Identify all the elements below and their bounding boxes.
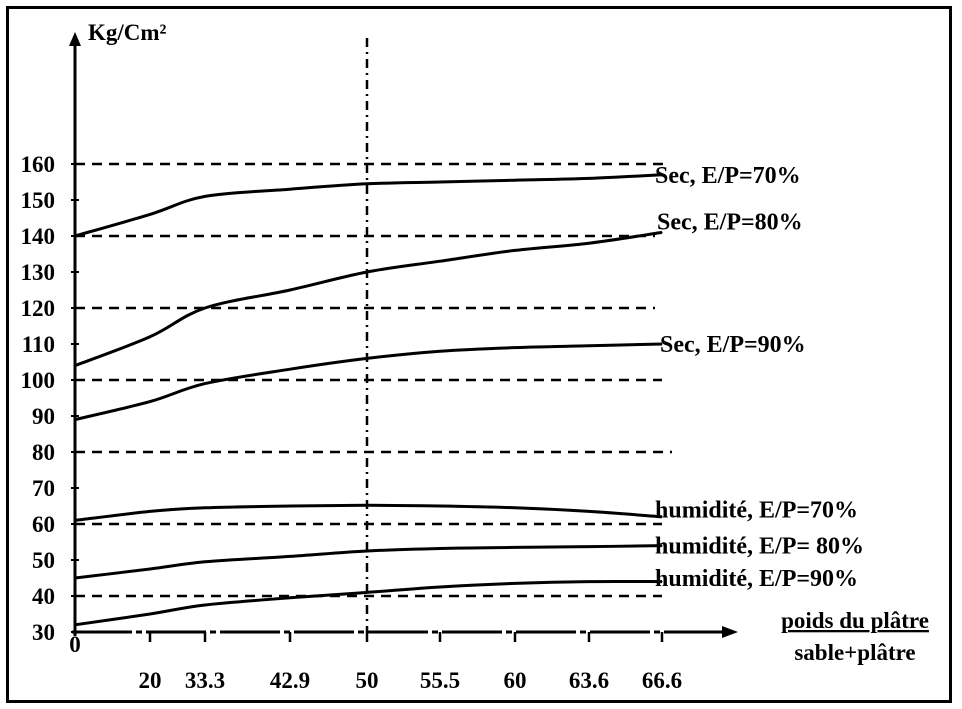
series-line-4 <box>74 544 663 580</box>
data-point-4-5 <box>439 547 441 550</box>
data-point-2-1 <box>149 401 151 403</box>
x-tick-label-4: 50 <box>356 668 379 693</box>
data-point-0-6 <box>514 179 516 181</box>
x-axis-arrow <box>722 626 738 638</box>
y-tick-label-150: 150 <box>21 188 56 213</box>
data-point-0-1 <box>149 213 151 215</box>
data-point-2-5 <box>439 350 441 352</box>
x-tick-label-1: 20 <box>139 668 162 693</box>
data-point-1-4 <box>366 271 368 273</box>
grid-layer <box>75 38 672 632</box>
data-point-4-2 <box>204 561 206 563</box>
y-tick-label-70: 70 <box>32 476 55 501</box>
data-point-1-0 <box>74 365 76 367</box>
data-point-1-7 <box>588 242 590 244</box>
data-point-5-1 <box>149 613 151 615</box>
data-point-0-0 <box>74 235 76 237</box>
x-tick-label-0: 0 <box>69 632 81 657</box>
x-tick-label-7: 63.6 <box>569 668 609 693</box>
data-point-3-3 <box>289 505 291 507</box>
chart-frame <box>6 6 952 703</box>
data-point-4-4 <box>366 550 368 552</box>
data-point-1-5 <box>439 260 441 262</box>
data-point-3-8 <box>661 516 663 518</box>
y-tick-label-120: 120 <box>21 296 56 321</box>
data-point-3-0 <box>74 519 76 522</box>
data-point-5-3 <box>289 597 291 599</box>
series-label-1: Sec, E/P=80% <box>657 210 803 236</box>
data-point-5-2 <box>204 604 206 606</box>
data-point-2-3 <box>289 368 291 370</box>
y-tick-label-130: 130 <box>21 260 56 285</box>
data-point-4-1 <box>149 568 151 570</box>
data-point-3-1 <box>149 510 151 512</box>
y-tick-label-30: 30 <box>32 620 55 645</box>
y-tick-label-100: 100 <box>21 368 56 393</box>
y-tick-label-140: 140 <box>21 224 56 249</box>
data-point-2-7 <box>588 345 590 347</box>
data-point-3-4 <box>366 504 368 506</box>
y-axis-arrow <box>69 32 81 46</box>
x-tick-label-5: 55.5 <box>420 668 460 693</box>
data-point-3-7 <box>588 510 590 512</box>
y-tick-label-110: 110 <box>22 332 55 357</box>
data-point-0-2 <box>204 195 206 197</box>
series-line-5 <box>74 579 663 627</box>
data-point-4-7 <box>588 546 590 548</box>
series-label-5: humidité, E/P=90% <box>655 566 858 592</box>
data-point-0-7 <box>588 177 590 179</box>
data-point-0-8 <box>661 174 663 176</box>
series-layer <box>74 173 663 627</box>
series-label-0: Sec, E/P=70% <box>655 163 801 189</box>
data-point-4-6 <box>514 546 516 549</box>
data-point-5-8 <box>661 581 663 583</box>
data-point-1-1 <box>149 336 151 338</box>
series-line-2 <box>74 342 663 422</box>
data-point-4-0 <box>74 577 76 579</box>
series-line-0 <box>74 173 663 238</box>
text-layer: Kg/Cm² poids du plâtre sable+plâtre 30 40… <box>21 20 929 693</box>
data-point-5-0 <box>74 624 76 626</box>
x-axis-title-denominator: sable+plâtre <box>794 640 915 665</box>
data-point-0-5 <box>439 181 441 183</box>
x-tick-label-6: 60 <box>504 668 527 693</box>
data-point-3-2 <box>204 507 206 509</box>
data-point-5-5 <box>439 586 441 588</box>
x-tick-label-8: 66.6 <box>642 668 682 693</box>
data-point-4-8 <box>661 545 663 547</box>
x-tick-label-3: 42.9 <box>270 668 310 693</box>
series-label-3: humidité, E/P=70% <box>655 498 858 524</box>
data-point-2-6 <box>514 347 516 349</box>
data-point-5-4 <box>366 591 368 594</box>
y-tick-label-50: 50 <box>32 548 55 573</box>
data-point-5-7 <box>588 581 590 583</box>
data-point-5-6 <box>514 582 516 585</box>
axes-layer <box>69 32 738 642</box>
data-point-0-4 <box>366 183 368 185</box>
series-label-4: humidité, E/P= 80% <box>655 534 864 560</box>
data-point-1-6 <box>514 249 516 251</box>
x-tick-label-2: 33.3 <box>185 668 225 693</box>
data-point-2-2 <box>204 383 206 385</box>
y-tick-label-60: 60 <box>32 512 55 537</box>
data-point-1-8 <box>661 231 663 233</box>
y-tick-label-80: 80 <box>32 440 55 465</box>
data-point-2-8 <box>661 343 663 345</box>
data-point-0-3 <box>289 188 291 190</box>
data-point-2-4 <box>366 357 368 359</box>
data-point-3-5 <box>439 505 441 507</box>
y-tick-label-40: 40 <box>32 584 55 609</box>
series-line-3 <box>74 503 663 522</box>
y-tick-label-90: 90 <box>32 404 55 429</box>
y-axis-title: Kg/Cm² <box>88 20 167 45</box>
data-point-1-2 <box>204 307 206 309</box>
data-point-1-3 <box>289 289 291 291</box>
data-point-2-0 <box>74 419 76 421</box>
series-label-2: Sec, E/P=90% <box>660 332 806 358</box>
data-point-4-3 <box>289 555 291 558</box>
x-axis-title-numerator: poids du plâtre <box>781 608 929 633</box>
y-tick-label-160: 160 <box>21 152 56 177</box>
data-point-3-6 <box>514 507 516 509</box>
